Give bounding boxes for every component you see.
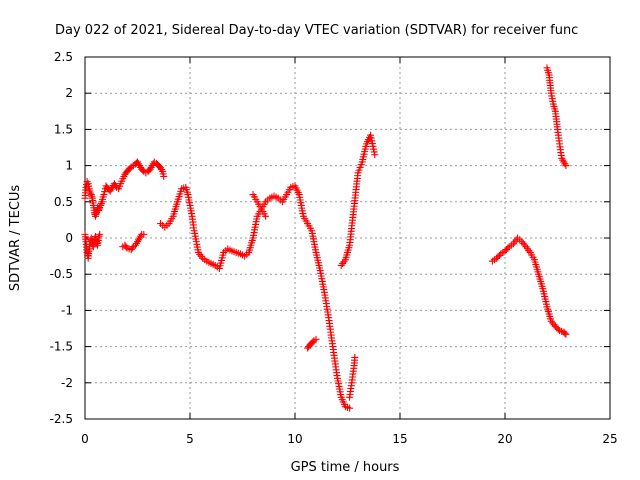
data-point (562, 330, 570, 338)
y-tick-label: -1.5 (50, 340, 73, 354)
data-point (262, 212, 270, 220)
y-tick-label: -1 (61, 303, 73, 317)
data-point (86, 189, 94, 197)
y-tick-label: -2.5 (50, 412, 73, 426)
x-tick-label: 25 (602, 432, 617, 446)
data-point (312, 335, 320, 343)
y-tick-label: 0.5 (54, 195, 73, 209)
x-tick-label: 10 (287, 432, 302, 446)
data-point (160, 172, 168, 180)
data-point (128, 244, 136, 252)
data-point (562, 162, 570, 170)
y-tick-label: -0.5 (50, 267, 73, 281)
data-point (521, 241, 529, 249)
y-axis: 2.5 2 1.5 1 0.5 0 -0.5 -1 -1.5 -2 -2.5 (50, 50, 610, 426)
data-point (140, 230, 148, 238)
x-tick-label: 15 (392, 432, 407, 446)
y-tick-label: 1.5 (54, 122, 73, 136)
y-tick-label: 0 (65, 231, 73, 245)
y-tick-label: 2 (65, 86, 73, 100)
data-point (371, 151, 379, 159)
data-point (96, 230, 104, 238)
x-axis-label: GPS time / hours (291, 460, 400, 475)
data-point (101, 188, 109, 196)
y-tick-label: 2.5 (54, 50, 73, 64)
data-point (504, 244, 512, 252)
data-point (100, 191, 108, 199)
data-point (346, 404, 354, 412)
y-tick-label: -2 (61, 376, 73, 390)
x-tick-label: 0 (81, 432, 89, 446)
data-point (561, 329, 569, 337)
x-tick-label: 5 (186, 432, 194, 446)
x-tick-label: 20 (497, 432, 512, 446)
data-point (351, 353, 359, 361)
data-point (495, 251, 503, 259)
x-axis: 0 5 10 15 20 25 (81, 57, 618, 446)
data-markers (81, 64, 570, 412)
y-tick-label: 1 (65, 159, 73, 173)
grid-lines (85, 57, 610, 419)
chart-title: Day 022 of 2021, Sidereal Day-to-day VTE… (55, 23, 578, 38)
y-axis-label: SDTVAR / TECUs (8, 185, 23, 292)
